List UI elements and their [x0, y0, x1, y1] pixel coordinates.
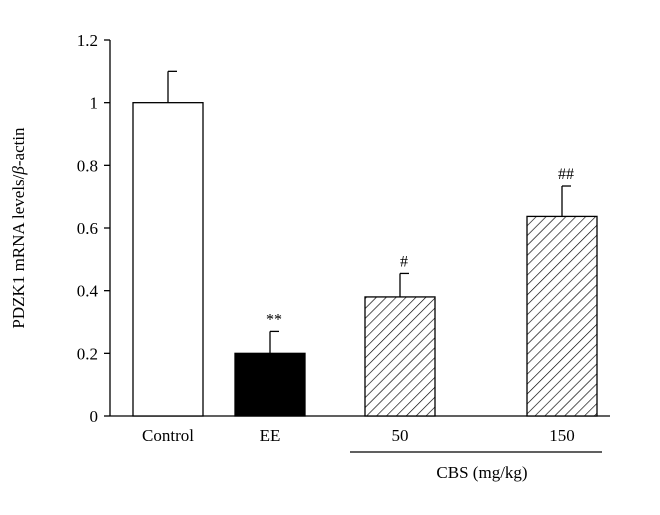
y-tick-label: 1 [90, 94, 99, 113]
y-tick-label: 0.4 [77, 282, 99, 301]
significance-label: ## [558, 166, 574, 183]
y-axis-label-tail: -actin [9, 127, 28, 166]
y-axis-label: PDZK1 mRNA levels/β-actin [9, 127, 28, 329]
x-tick-label: EE [260, 426, 281, 445]
y-tick-label: 0 [90, 407, 99, 426]
y-tick-label: 1.2 [77, 31, 98, 50]
bar-control [132, 102, 204, 417]
significance-label: # [400, 253, 408, 270]
group-label: CBS (mg/kg) [436, 463, 527, 482]
x-tick-label: 50 [392, 426, 409, 445]
y-tick-label: 0.6 [77, 219, 98, 238]
x-tick-label: 150 [549, 426, 575, 445]
bar-150 [526, 215, 598, 417]
y-axis-label-symbol: β [9, 166, 28, 176]
y-axis-label-main: PDZK1 mRNA levels/ [9, 174, 28, 328]
y-tick-label: 0.8 [77, 156, 98, 175]
significance-label: ** [266, 311, 282, 328]
x-tick-label: Control [142, 426, 194, 445]
bar-ee [234, 352, 306, 417]
plot-area: 0 0.2 0.4 0.6 0.8 1 1.2 Control ** EE #50 ## 150 CBS … [77, 31, 610, 482]
y-tick-label: 0.2 [77, 344, 98, 363]
bar-50 [364, 296, 436, 417]
